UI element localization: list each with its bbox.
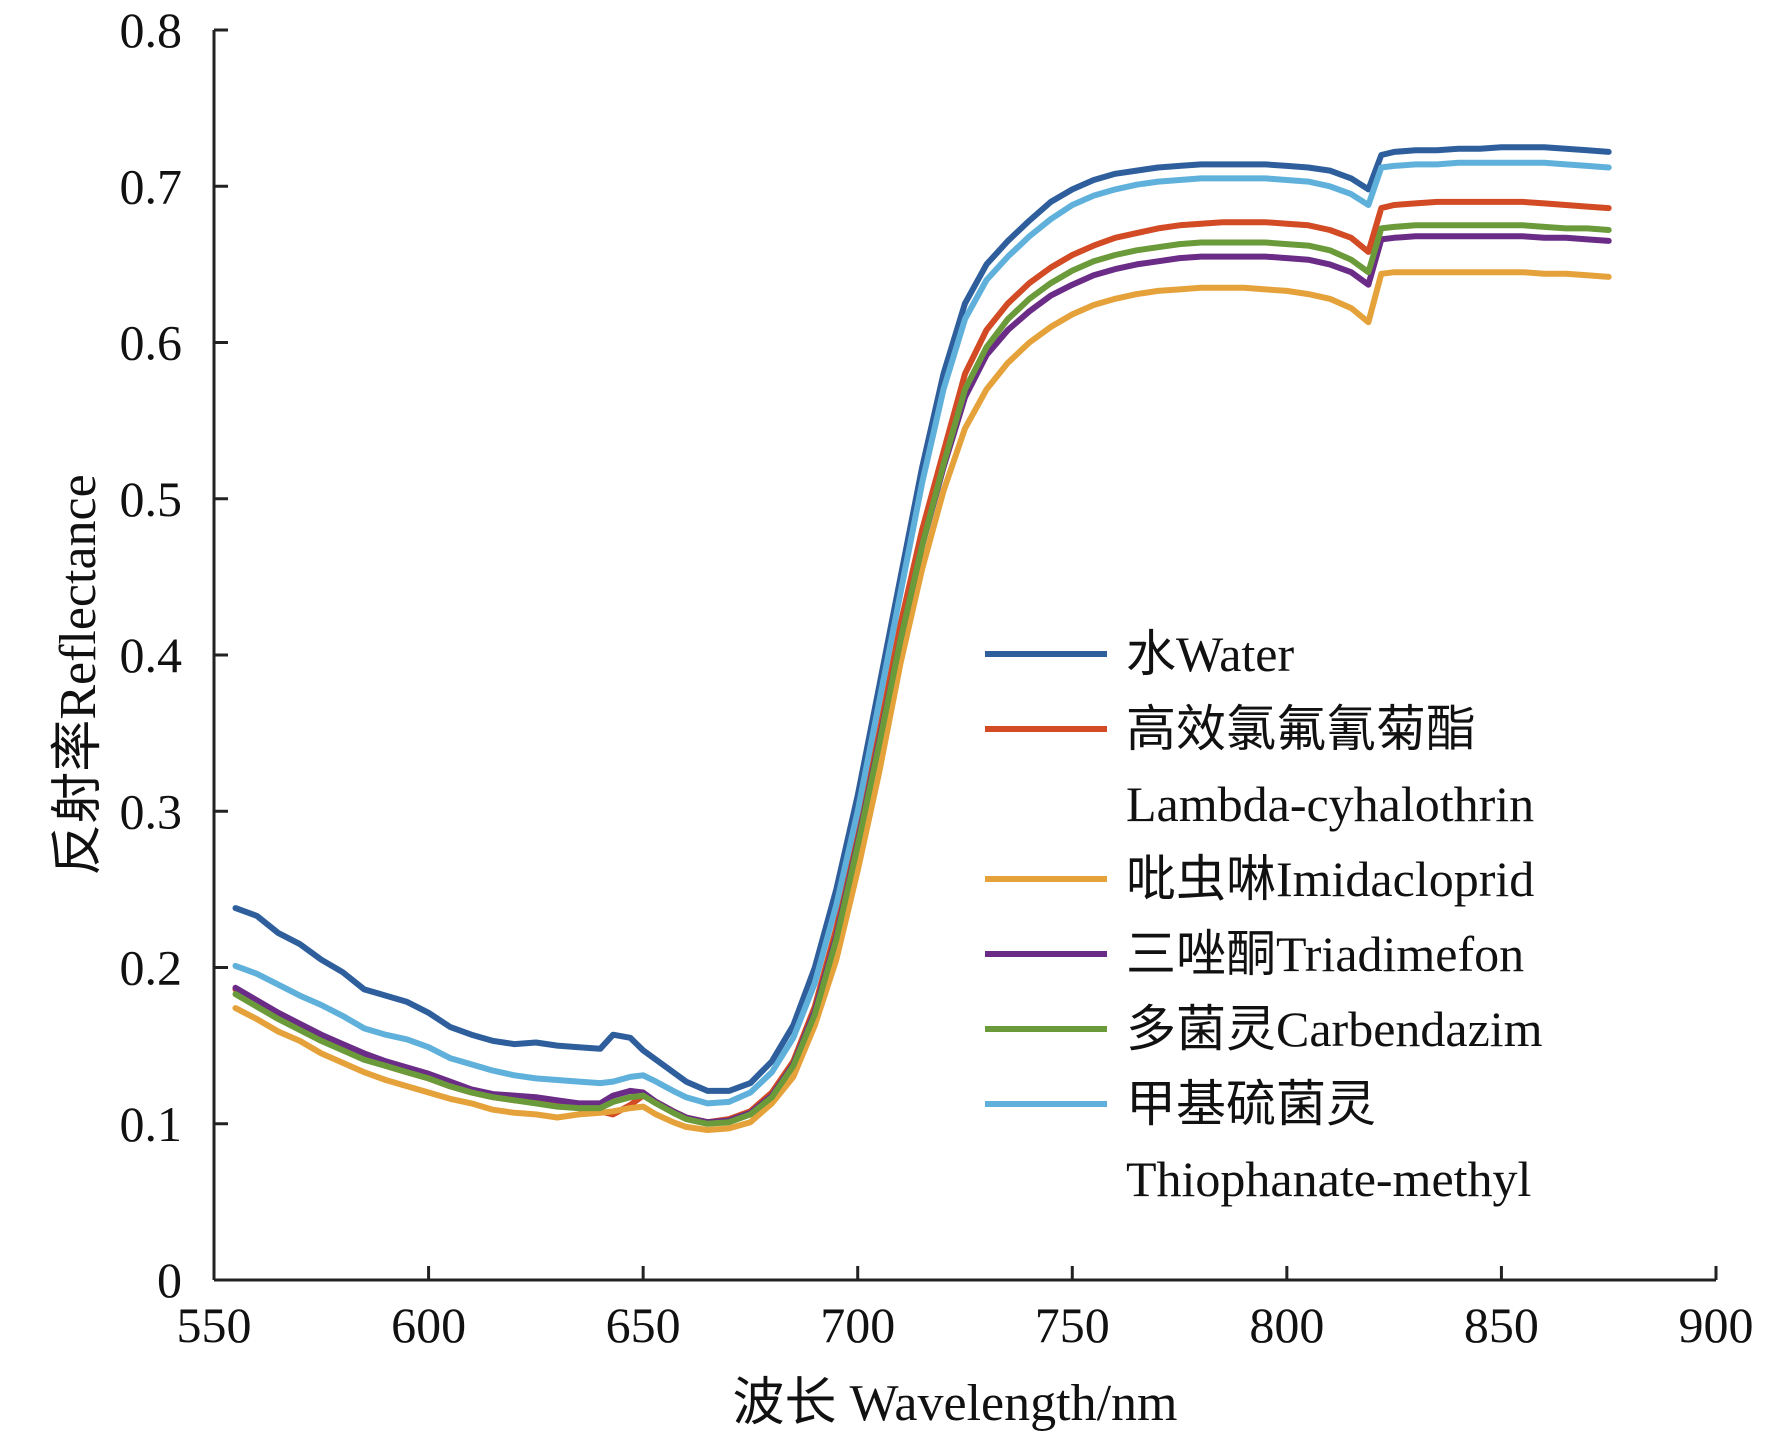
legend-label-1: 高效氯氟氰菊酯	[1126, 701, 1476, 757]
y-tick-label: 0.2	[120, 940, 183, 996]
series-line-3	[232, 233, 1612, 1126]
series-line-4	[232, 222, 1612, 1127]
y-tick-label: 0.6	[120, 315, 183, 371]
plot-area	[232, 144, 1612, 1133]
series-line-0	[232, 144, 1612, 1094]
x-tick-label: 550	[177, 1297, 252, 1353]
y-tick-label: 0.3	[120, 783, 183, 839]
x-axis-ticks: 550 600 650 700 750 800 850 900	[177, 1266, 1754, 1353]
x-tick-label: 650	[606, 1297, 681, 1353]
axes: 550 600 650 700 750 800 850 900 0 0.1 0.2 0.3 0.4 0.…	[120, 2, 1754, 1353]
y-tick-label: 0.5	[120, 471, 183, 527]
y-axis-title: 反射率Reflectance	[50, 474, 107, 875]
y-tick-label: 0.8	[120, 2, 183, 58]
y-axis-ticks: 0 0.1 0.2 0.3 0.4 0.5 0.6 0.7 0.8	[120, 2, 228, 1308]
series-line-2	[232, 269, 1612, 1133]
x-tick-label: 600	[391, 1297, 466, 1353]
series-line-5	[232, 159, 1612, 1107]
x-axis-title: 波长 Wavelength/nm	[733, 1375, 1178, 1432]
legend-label-5: 甲基硫菌灵	[1126, 1076, 1376, 1132]
x-tick-label: 750	[1035, 1297, 1110, 1353]
y-tick-label: 0.7	[120, 158, 183, 214]
legend: 水Water 高效氯氟氰菊酯 Lambda-cyhalothrin 吡虫啉Imidac…	[985, 626, 1543, 1207]
y-tick-label: 0	[157, 1252, 182, 1308]
series-line-1	[232, 198, 1612, 1126]
legend-label-0: 水Water	[1126, 626, 1294, 682]
x-tick-label: 900	[1679, 1297, 1754, 1353]
legend-label-5-line2: Thiophanate-methyl	[1126, 1151, 1531, 1207]
legend-label-1-line2: Lambda-cyhalothrin	[1126, 776, 1534, 832]
legend-label-3: 三唑酮Triadimefon	[1126, 926, 1524, 982]
legend-label-4: 多菌灵Carbendazim	[1126, 1001, 1543, 1057]
x-tick-label: 700	[820, 1297, 895, 1353]
y-tick-label: 0.1	[120, 1096, 183, 1152]
x-tick-label: 800	[1249, 1297, 1324, 1353]
y-tick-label: 0.4	[120, 627, 183, 683]
legend-label-2: 吡虫啉Imidacloprid	[1126, 851, 1534, 907]
x-tick-label: 850	[1464, 1297, 1539, 1353]
